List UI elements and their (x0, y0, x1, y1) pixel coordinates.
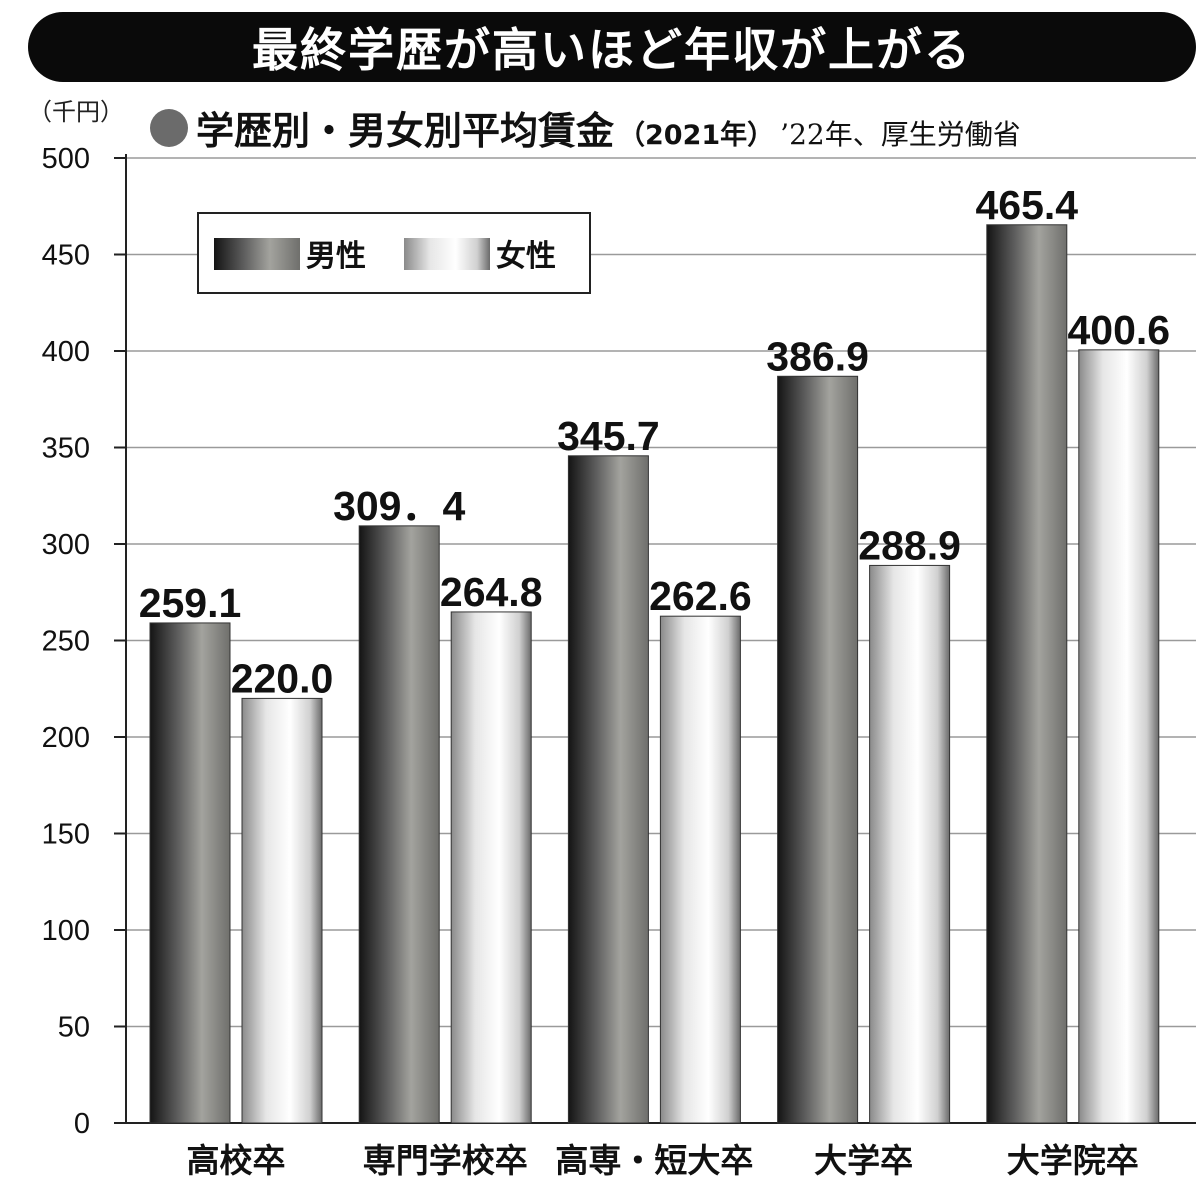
y-tick-label: 200 (42, 722, 90, 754)
data-label: 400.6 (1067, 307, 1170, 353)
subtitle-main: 学歴別・男女別平均賃金 (196, 109, 615, 153)
bar-male (567, 455, 649, 1124)
data-label: 309．4 (333, 483, 465, 529)
data-label: 259.1 (139, 580, 242, 626)
chart-subtitle: 学歴別・男女別平均賃金 （2021年） ’22年、厚生労働省 (150, 100, 1021, 155)
category-label: 高校卒 (187, 1141, 286, 1180)
subtitle-year: （2021年） (618, 120, 775, 151)
legend-swatch-female (404, 238, 490, 270)
legend-label-female: 女性 (496, 239, 556, 274)
y-tick-label: 100 (42, 915, 90, 947)
subtitle-source: ’22年、厚生労働省 (780, 118, 1021, 151)
data-label: 262.6 (649, 573, 752, 619)
bar-female (241, 697, 323, 1124)
bar-male (777, 375, 859, 1124)
y-tick-label: 0 (74, 1108, 90, 1140)
bullet-dot-icon (150, 108, 188, 147)
data-label: 264.8 (440, 569, 543, 615)
category-label: 専門学校卒 (363, 1141, 528, 1180)
y-tick-label: 500 (42, 143, 90, 175)
bar-female (869, 564, 951, 1124)
data-label: 288.9 (858, 522, 961, 568)
legend-swatch-male (214, 238, 300, 270)
category-label: 高専・短大卒 (555, 1141, 753, 1180)
legend-label-male: 男性 (306, 239, 366, 274)
bar-female (1078, 349, 1160, 1124)
y-unit-label: （千円） (28, 98, 124, 126)
y-tick-label: 150 (42, 819, 90, 851)
bar-male (986, 224, 1068, 1124)
title-banner: 最終学歴が高いほど年収が上がる (28, 12, 1196, 82)
data-label: 465.4 (975, 182, 1078, 228)
bar-female (450, 611, 532, 1124)
bars: 259.1 220.0 309．4 264.8 345.7 262.6 386.9 288.9… (139, 182, 1170, 1124)
y-axis-ticks: 0 50 100 150 200 250 300 350 400 450 500 (42, 143, 127, 1140)
chart-title: 最終学歴が高いほど年収が上がる (252, 23, 972, 77)
y-tick-label: 300 (42, 529, 90, 561)
y-tick-label: 400 (42, 336, 90, 368)
y-tick-label: 450 (42, 240, 90, 272)
category-labels: 高校卒 専門学校卒 高専・短大卒 大学卒 大学院卒 (187, 1141, 1139, 1180)
bar-male (149, 622, 231, 1124)
category-label: 大学院卒 (1007, 1141, 1139, 1180)
data-label: 345.7 (557, 413, 660, 459)
y-tick-label: 50 (58, 1012, 90, 1044)
legend: 男性 女性 (197, 212, 591, 294)
data-label: 386.9 (766, 333, 869, 379)
data-label: 220.0 (231, 655, 334, 701)
bar-female (659, 615, 741, 1124)
y-tick-label: 350 (42, 433, 90, 465)
bar-male (358, 525, 440, 1124)
category-label: 大学卒 (814, 1141, 913, 1180)
y-tick-label: 250 (42, 626, 90, 658)
